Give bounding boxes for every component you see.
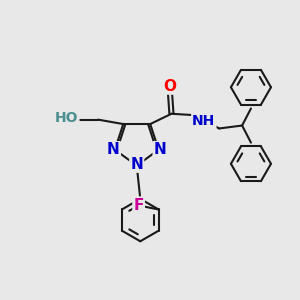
Text: N: N	[130, 157, 143, 172]
Text: NH: NH	[192, 113, 215, 128]
Text: N: N	[107, 142, 120, 157]
Text: F: F	[134, 198, 144, 213]
Text: O: O	[164, 79, 176, 94]
Text: N: N	[154, 142, 166, 157]
Text: HO: HO	[55, 111, 79, 125]
